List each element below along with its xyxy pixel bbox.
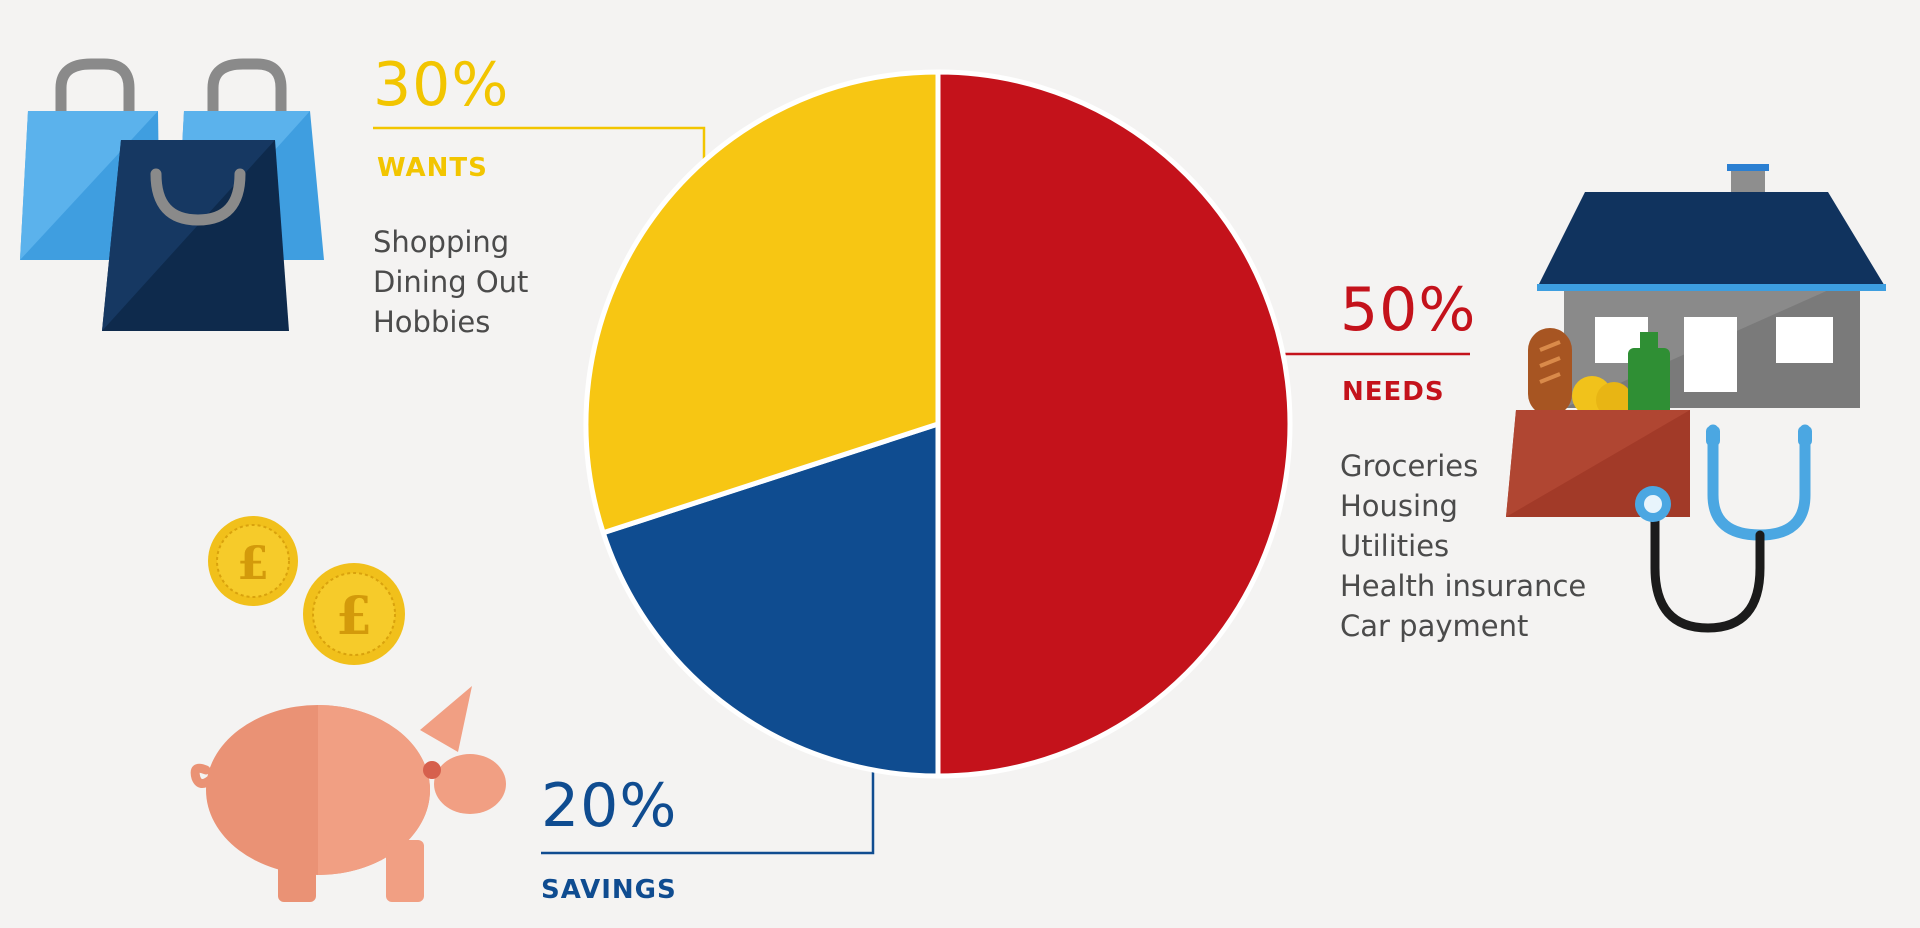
pie-slice-savings bbox=[600, 421, 941, 779]
wants-category-label: WANTS bbox=[377, 153, 488, 183]
savings-percent-label: 20% bbox=[541, 771, 678, 841]
svg-text:£: £ bbox=[237, 536, 269, 590]
pound-coin-icon: £ bbox=[208, 516, 298, 606]
needs-list-item: Utilities bbox=[1340, 529, 1450, 563]
needs-list-item: Health insurance bbox=[1340, 569, 1587, 603]
savings-category-label: SAVINGS bbox=[541, 875, 677, 905]
needs-list-item: Groceries bbox=[1340, 449, 1479, 483]
wants-item-list: Shopping Dining Out Hobbies bbox=[373, 222, 528, 342]
wants-list-item: Dining Out bbox=[373, 265, 529, 299]
pie-chart bbox=[583, 69, 1293, 779]
leader-lines bbox=[373, 126, 1470, 855]
svg-text:£: £ bbox=[336, 586, 372, 647]
shopping-bags-icon bbox=[20, 58, 324, 331]
house-groceries-stethoscope-icon bbox=[1506, 164, 1886, 633]
piggy-bank-with-pound-coins-icon: £ £ bbox=[190, 516, 506, 902]
wants-percent-label: 30% bbox=[373, 50, 510, 120]
wants-list-item: Hobbies bbox=[373, 305, 491, 339]
needs-percent-label: 50% bbox=[1340, 275, 1477, 345]
pie-slice-wants bbox=[583, 69, 941, 536]
needs-list-item: Housing bbox=[1340, 489, 1458, 523]
pie-slice-needs bbox=[935, 69, 1293, 779]
wants-leader-line bbox=[373, 126, 706, 163]
needs-item-list: Groceries Housing Utilities Health insur… bbox=[1340, 446, 1586, 646]
needs-category-label: NEEDS bbox=[1342, 377, 1445, 407]
savings-leader-line bbox=[541, 765, 875, 855]
wants-list-item: Shopping bbox=[373, 225, 510, 259]
pound-coin-icon: £ bbox=[303, 563, 405, 665]
needs-list-item: Car payment bbox=[1340, 609, 1529, 643]
